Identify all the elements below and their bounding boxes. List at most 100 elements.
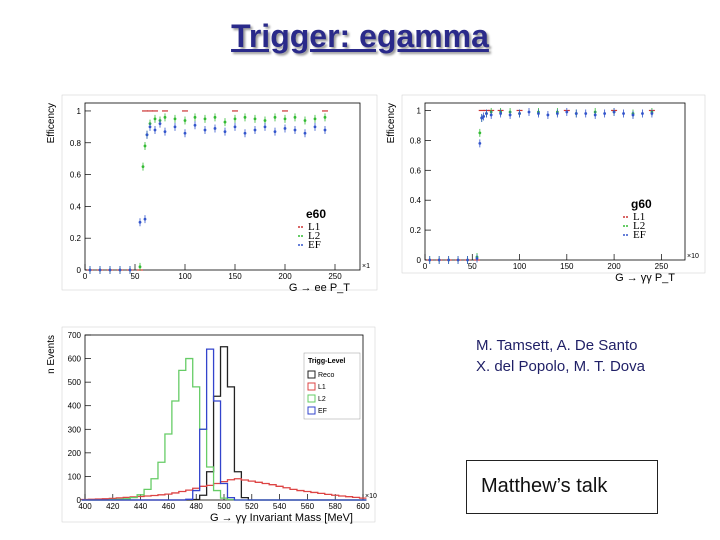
series-ef (88, 119, 327, 274)
data-point (641, 112, 644, 115)
data-point (143, 144, 147, 148)
slide-title: Trigger: egamma (231, 18, 489, 54)
x-tick-label: 400 (78, 502, 92, 511)
y-tick-label: 0.2 (70, 234, 82, 243)
data-point (263, 119, 267, 122)
authors-line-2: X. del Popolo, M. T. Dova (476, 358, 645, 375)
x-tick-label: 440 (134, 502, 148, 511)
data-point (518, 112, 521, 115)
x-exponent: ×10 (365, 493, 377, 500)
plot-area (424, 102, 686, 261)
y-tick-label: 500 (68, 378, 82, 387)
data-point (593, 113, 597, 117)
data-point (456, 258, 460, 262)
series-ef (81, 348, 367, 501)
data-point (612, 110, 616, 114)
chart-frame (61, 94, 378, 291)
data-point (153, 128, 157, 132)
data-point (475, 257, 479, 260)
data-point (203, 117, 207, 121)
data-point (145, 133, 149, 137)
y-tick-label: 0.2 (410, 226, 422, 235)
x-tick-label: 100 (513, 262, 527, 271)
data-point (283, 117, 287, 121)
data-point (283, 127, 287, 130)
data-point (148, 125, 152, 129)
data-point (158, 122, 162, 126)
data-point (193, 123, 197, 127)
legend-swatch (307, 406, 316, 415)
talk-box: Matthew’s talk (466, 460, 658, 514)
data-point (163, 115, 167, 119)
data-point (313, 117, 317, 121)
y-tick-label: 1 (417, 106, 422, 115)
data-point (303, 119, 307, 122)
x-tick-label: 250 (655, 262, 669, 271)
legend-label: EF (633, 229, 646, 241)
x-axis-label: G → ee P_T (289, 282, 350, 294)
data-point (183, 119, 187, 122)
y-tick-label: 600 (68, 355, 82, 364)
x-tick-label: 560 (301, 502, 315, 511)
chart-1: 0 50 100 150 200 250 0 0.2 0.4 0.6 0.8 1 G → ee P_T ×… (46, 94, 378, 294)
x-axis-label: G → γγ Invariant Mass [MeV] (210, 512, 353, 524)
data-point (622, 112, 625, 115)
data-point (574, 112, 578, 115)
data-point (323, 128, 327, 132)
legend-title: g60 (631, 197, 652, 211)
y-axis-label: Efficency (46, 103, 57, 143)
x-tick-label: 50 (131, 272, 140, 281)
data-point (537, 112, 540, 115)
x-exponent: ×1 (362, 263, 370, 270)
data-point (546, 113, 550, 117)
legend-swatch (307, 382, 316, 391)
legend-label: EF (308, 239, 321, 251)
legend-swatch (307, 370, 316, 379)
data-point (173, 117, 177, 121)
x-tick-label: 480 (190, 502, 204, 511)
data-point (428, 258, 432, 262)
data-point (485, 112, 488, 115)
data-point (163, 130, 167, 134)
chart-frame (401, 94, 706, 274)
talk-label: Matthew’s talk (481, 475, 608, 497)
data-point (447, 258, 451, 262)
data-point (233, 125, 237, 129)
y-tick-label: 0.4 (70, 202, 82, 211)
legend-title: Trigg-Level (308, 358, 345, 365)
y-tick-label: 0.8 (70, 139, 82, 148)
data-point (193, 115, 197, 119)
y-axis-label: n Events (46, 335, 57, 374)
y-tick-label: 0.4 (410, 196, 422, 205)
data-point (293, 128, 297, 132)
data-point (584, 112, 588, 115)
legend-label: Reco (318, 372, 334, 379)
x-tick-label: 460 (162, 502, 176, 511)
data-point (233, 117, 237, 121)
y-tick-label: 100 (68, 472, 82, 481)
y-tick-label: 1 (77, 107, 82, 116)
legend-label: L1 (318, 384, 326, 391)
legend-box (303, 352, 361, 420)
data-point (108, 268, 112, 272)
data-point (183, 131, 187, 135)
data-point (253, 128, 257, 132)
chart-3: 400 420 440 460 480 500 520 540 560 580 600 0 100 200… (46, 326, 377, 524)
data-point (650, 112, 654, 115)
data-point (489, 113, 493, 117)
data-point (213, 115, 217, 119)
y-tick-label: 0.6 (70, 171, 82, 180)
legend-label: EF (318, 408, 327, 415)
legend-label: L2 (308, 230, 320, 242)
data-point (243, 115, 247, 119)
y-tick-label: 300 (68, 425, 82, 434)
x-tick-label: 200 (278, 272, 292, 281)
legend-label: L1 (308, 221, 320, 233)
data-point (203, 128, 207, 132)
authors-block: M. Tamsett, A. De Santo X. del Popolo, M… (476, 335, 645, 377)
data-point (527, 110, 531, 114)
data-point (466, 258, 469, 262)
y-tick-label: 400 (68, 402, 82, 411)
data-point (565, 110, 569, 114)
x-tick-label: 100 (178, 272, 192, 281)
